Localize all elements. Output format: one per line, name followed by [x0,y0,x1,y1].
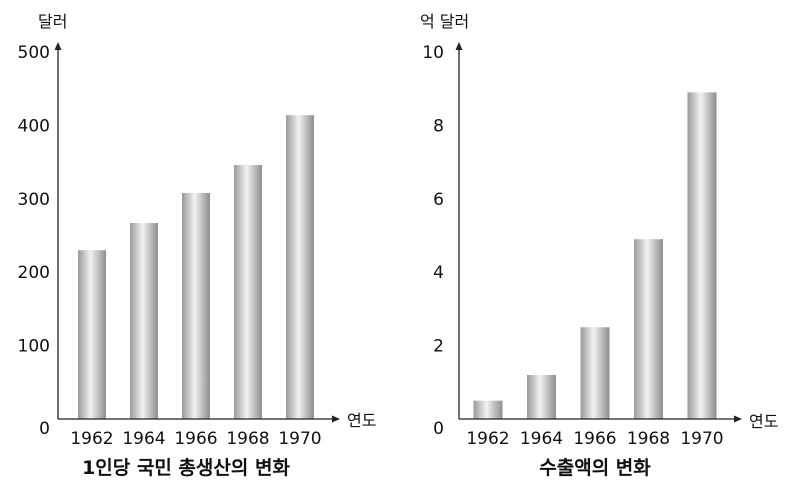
x-tick-label: 1966 [174,429,217,449]
bar-1966 [580,327,610,419]
bar-1964 [130,223,158,419]
bar-1968 [634,239,663,419]
x-tick-label: 1968 [226,429,269,449]
y-tick-label: 0 [433,419,444,439]
y-axis-arrow [455,42,463,50]
y-unit-label: 달러 [38,12,67,31]
y-axis-arrow [54,42,62,50]
x-tick-labels: 1962 1964 1966 1968 1970 [466,429,723,449]
x-axis-arrow [734,415,742,423]
y-tick-labels: 0 100 200 300 400 500 [18,43,50,439]
y-tick-label: 100 [18,337,50,357]
exports-chart: 억 달러 연도 수출액의 변화 0 2 4 6 8 10 1962 1964 1966 1968… [420,12,778,479]
chart-title: 수출액의 변화 [539,457,651,479]
y-tick-label: 4 [433,263,444,283]
axes [54,42,340,423]
y-tick-label: 0 [39,419,50,439]
bar-1966 [182,192,210,419]
x-tick-label: 1964 [520,429,563,449]
y-tick-label: 400 [18,116,50,136]
x-tick-label: 1966 [573,429,616,449]
axes [455,42,742,423]
bar-1964 [527,374,556,419]
bar-1962 [78,250,106,419]
bars [473,92,717,420]
y-tick-label: 8 [433,116,444,136]
x-unit-label: 연도 [749,412,778,431]
x-tick-label: 1970 [680,429,723,449]
y-tick-label: 300 [18,190,50,210]
bars [78,115,314,420]
x-tick-label: 1968 [627,429,670,449]
x-tick-label: 1962 [70,429,113,449]
gnp-per-capita-chart: 달러 연도 1인당 국민 총생산의 변화 0 100 200 300 400 500 19… [18,12,377,479]
bar-1970 [286,115,314,420]
x-axis-arrow [332,415,340,423]
y-tick-label: 500 [18,43,50,63]
y-tick-label: 10 [422,43,444,63]
y-tick-label: 2 [433,337,444,357]
x-unit-label: 연도 [347,411,376,430]
x-tick-label: 1964 [122,429,165,449]
x-tick-label: 1970 [278,429,321,449]
x-tick-labels: 1962 1964 1966 1968 1970 [70,429,321,449]
y-unit-label: 억 달러 [420,12,469,31]
bar-1962 [473,400,503,419]
y-tick-label: 200 [18,263,50,283]
chart-title: 1인당 국민 총생산의 변화 [82,457,290,479]
y-tick-label: 6 [433,190,444,210]
bar-1968 [234,165,262,419]
y-tick-labels: 0 2 4 6 8 10 [422,43,444,439]
bar-1970 [687,92,717,420]
x-tick-label: 1962 [466,429,509,449]
